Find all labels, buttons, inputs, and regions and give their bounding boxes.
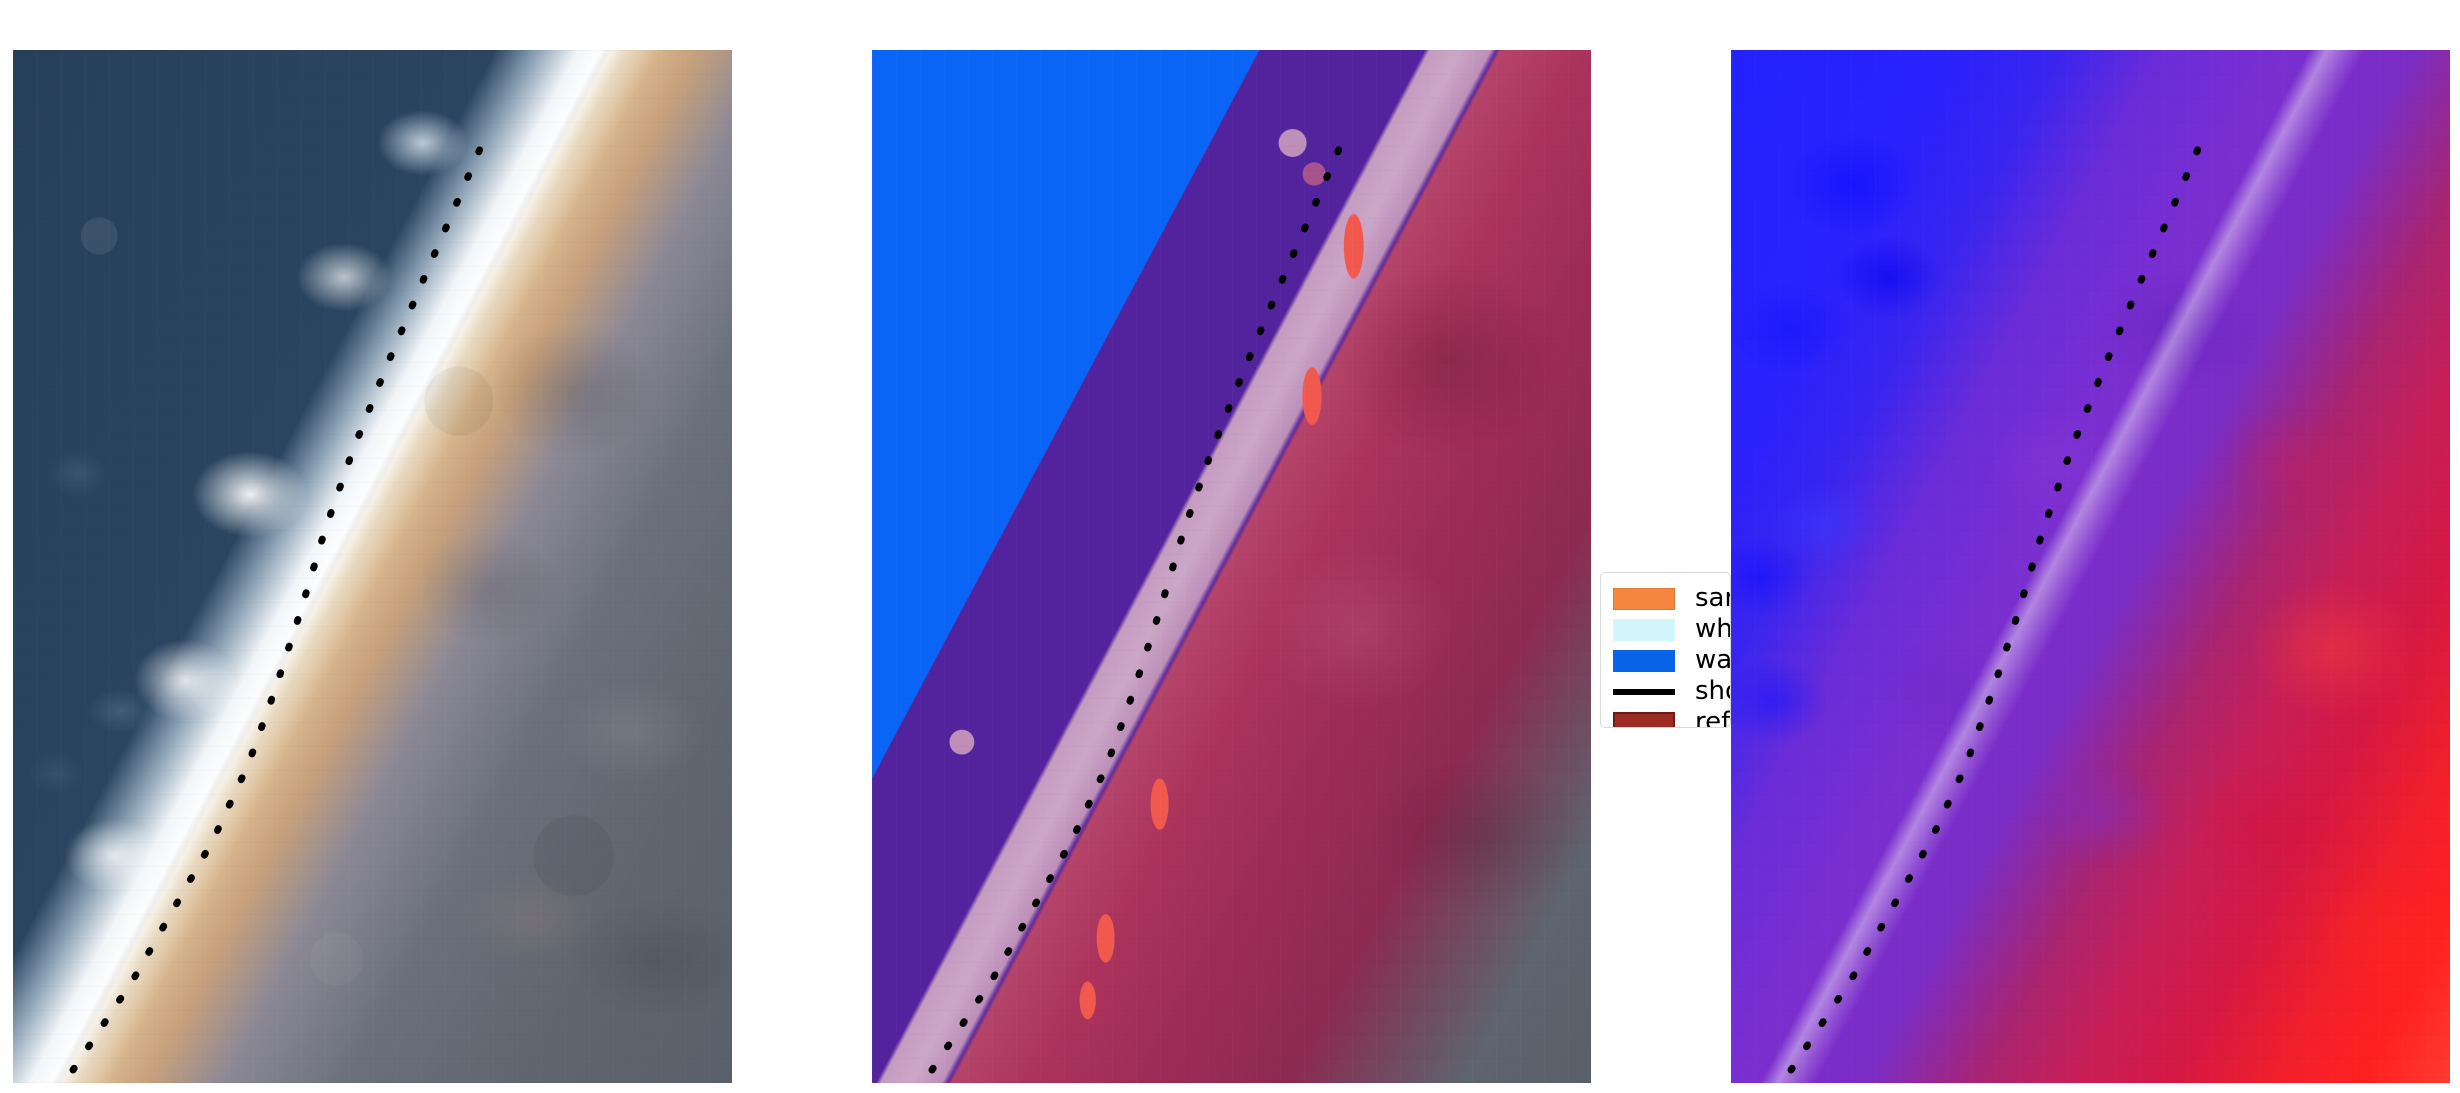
legend-item-whitewater[interactable]: whitewater [1601, 614, 1731, 645]
panel-index-colormap[interactable]: L5 [1731, 50, 2450, 1083]
legend-label-sand: sand [1695, 583, 1730, 613]
legend-label-reference-shoreline: reference shoreline [1695, 707, 1731, 728]
legend-item-shoreline[interactable]: shoreline [1601, 676, 1730, 707]
panel-rgb-composite[interactable]: sar0730 [13, 50, 732, 1083]
legend-items-list: sand whitewater water shoreline referenc… [1601, 573, 1731, 728]
panel-classification-image [872, 50, 1591, 1083]
legend-item-water[interactable]: water [1601, 645, 1731, 676]
cls-sand-shading [872, 50, 1591, 1083]
legend-swatch-sand [1613, 587, 1675, 610]
panel-classification[interactable]: 1989-03-01-09-35-54 [872, 50, 1591, 1083]
panel-rgb-image [13, 50, 732, 1083]
legend-item-reference-shoreline[interactable]: reference shoreline [1601, 707, 1731, 728]
legend-label-whitewater: whitewater [1695, 614, 1731, 644]
legend-swatch-water [1613, 649, 1675, 672]
panel-index-image [1731, 50, 2450, 1083]
idx-transition-band [1731, 50, 2450, 1083]
legend-label-shoreline: shoreline [1695, 676, 1730, 706]
rgb-land-texture [13, 50, 732, 1083]
legend-swatch-whitewater [1613, 618, 1675, 641]
legend-label-water: water [1695, 645, 1731, 675]
legend-item-sand[interactable]: sand [1601, 583, 1730, 614]
legend-swatch-shoreline [1613, 688, 1675, 695]
legend-swatch-reference-shoreline [1613, 711, 1675, 727]
legend-box[interactable]: sand whitewater water shoreline referenc… [1600, 572, 1731, 728]
